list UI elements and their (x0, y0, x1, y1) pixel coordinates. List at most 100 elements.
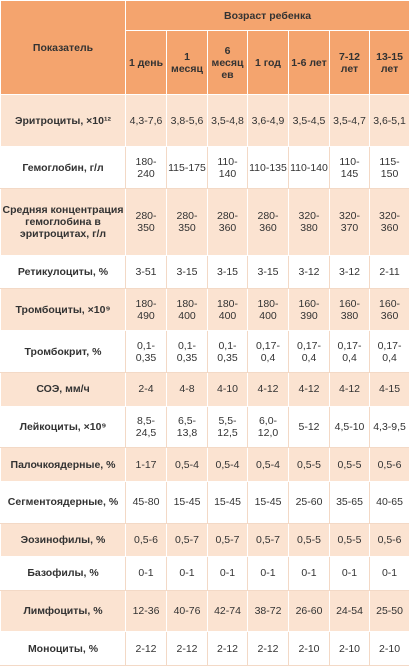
row-label: Тромбокрит, % (0, 330, 126, 374)
table-body: Эритроциты, ×10¹² 4,3-7,6 3,8-5,6 3,5-4,8 3,… (0, 93, 409, 666)
value-cell: 115-150 (368, 146, 409, 190)
value-cell: 0-1 (247, 556, 289, 591)
value-cell: 0,5-5 (329, 447, 370, 482)
value-cell: 2-10 (288, 631, 330, 666)
value-cell: 0,1-0,35 (166, 330, 208, 374)
row-label: Эозинофилы, % (0, 522, 126, 558)
value-cell: 0,5-4 (207, 447, 248, 482)
table-row: Сегментоядерные, % 45-80 15-45 15-45 15-45 25… (0, 480, 409, 524)
age-header-1-year: 1 год (247, 30, 289, 95)
table-row: СОЭ, мм/ч 2-4 4-8 4-10 4-12 4-12 4-12 4-15 (0, 372, 409, 407)
age-header-1-6-years: 1-6 лет (288, 30, 330, 95)
value-cell: 0,5-6 (368, 522, 409, 558)
value-cell: 160-380 (329, 288, 370, 332)
value-cell: 110-145 (329, 146, 370, 190)
value-cell: 15-45 (166, 480, 208, 524)
value-cell: 0,17-0,4 (247, 330, 289, 374)
value-cell: 3,5-4,7 (329, 93, 370, 148)
age-header-13-15-years: 13-15 лет (368, 30, 409, 95)
value-cell: 15-45 (247, 480, 289, 524)
value-cell: 3-51 (125, 255, 167, 290)
value-cell: 0,17-0,4 (329, 330, 370, 374)
value-cell: 15-45 (207, 480, 248, 524)
value-cell: 180-400 (247, 288, 289, 332)
value-cell: 0-1 (125, 556, 167, 591)
value-cell: 0,5-6 (368, 447, 409, 482)
value-cell: 0,1-0,35 (125, 330, 167, 374)
value-cell: 45-80 (125, 480, 167, 524)
value-cell: 160-360 (368, 288, 409, 332)
value-cell: 0,1-0,35 (207, 330, 248, 374)
value-cell: 0-1 (166, 556, 208, 591)
value-cell: 1-17 (125, 447, 167, 482)
value-cell: 6,5-13,8 (166, 405, 208, 449)
header-row-group: Показатель Возраст ребенка (0, 0, 409, 95)
age-group-header: Возраст ребенка (124, 0, 409, 31)
row-label: Базофилы, % (0, 556, 126, 591)
table-row: Лимфоциты, % 12-36 40-76 42-74 38-72 26-60 24-… (0, 589, 409, 633)
value-cell: 3-12 (288, 255, 330, 290)
value-cell: 3,5-4,8 (207, 93, 248, 148)
value-cell: 35-65 (329, 480, 370, 524)
value-cell: 110-135 (247, 146, 289, 190)
table-row: Палочкоядерные, % 1-17 0,5-4 0,5-4 0,5-4 0,5-… (0, 447, 409, 482)
value-cell: 320-360 (368, 188, 409, 257)
value-cell: 0-1 (207, 556, 248, 591)
value-cell: 24-54 (329, 589, 370, 633)
value-cell: 3,6-4,9 (247, 93, 289, 148)
value-cell: 4-12 (247, 372, 289, 407)
value-cell: 280-360 (207, 188, 248, 257)
value-cell: 4,5-10 (329, 405, 370, 449)
age-header-7-12-years: 7-12 лет (329, 30, 370, 95)
table-row: Моноциты, % 2-12 2-12 2-12 2-12 2-10 2-10 2-10 (0, 631, 409, 666)
value-cell: 280-360 (247, 188, 289, 257)
value-cell: 180-490 (125, 288, 167, 332)
value-cell: 2-10 (329, 631, 370, 666)
value-cell: 110-140 (207, 146, 248, 190)
value-cell: 3,8-5,6 (166, 93, 208, 148)
table-row: Базофилы, % 0-1 0-1 0-1 0-1 0-1 0-1 0-1 (0, 556, 409, 591)
value-cell: 280-350 (125, 188, 167, 257)
value-cell: 0,5-7 (166, 522, 208, 558)
value-cell: 3,5-4,5 (288, 93, 330, 148)
value-cell: 38-72 (247, 589, 289, 633)
value-cell: 40-76 (166, 589, 208, 633)
value-cell: 0,5-5 (329, 522, 370, 558)
value-cell: 2-10 (368, 631, 409, 666)
value-cell: 0,5-4 (247, 447, 289, 482)
table-row: Средняя концентрация гемоглобина в эритр… (0, 188, 409, 257)
value-cell: 0,5-6 (125, 522, 167, 558)
row-label: Средняя концентрация гемоглобина в эритр… (0, 188, 126, 257)
value-cell: 4-15 (368, 372, 409, 407)
row-label: Лимфоциты, % (0, 589, 126, 633)
value-cell: 4-8 (166, 372, 208, 407)
row-label: Лейкоциты, ×10⁹ (0, 405, 126, 449)
row-label: Палочкоядерные, % (0, 447, 126, 482)
value-cell: 26-60 (288, 589, 330, 633)
value-cell: 4,3-7,6 (125, 93, 167, 148)
value-cell: 4-12 (329, 372, 370, 407)
row-label: Тромбоциты, ×10⁹ (0, 288, 126, 332)
value-cell: 0,5-4 (166, 447, 208, 482)
value-cell: 110-140 (288, 146, 330, 190)
table-row: Гемоглобин, г/л 180-240 115-175 110-140 110-… (0, 146, 409, 190)
age-header-1-day: 1 день (125, 30, 167, 95)
value-cell: 3-15 (166, 255, 208, 290)
row-label: СОЭ, мм/ч (0, 372, 126, 407)
table-row: Тромбокрит, % 0,1-0,35 0,1-0,35 0,1-0,35 0,1… (0, 330, 409, 374)
value-cell: 5-12 (288, 405, 330, 449)
value-cell: 0,17-0,4 (368, 330, 409, 374)
value-cell: 0,5-5 (288, 522, 330, 558)
value-cell: 0,17-0,4 (288, 330, 330, 374)
value-cell: 3-15 (247, 255, 289, 290)
value-cell: 25-60 (288, 480, 330, 524)
value-cell: 40-65 (368, 480, 409, 524)
value-cell: 12-36 (125, 589, 167, 633)
age-header-6-months: 6 месяц ев (207, 30, 248, 95)
value-cell: 25-50 (368, 589, 409, 633)
table-row: Эритроциты, ×10¹² 4,3-7,6 3,8-5,6 3,5-4,8 3,… (0, 93, 409, 148)
value-cell: 0,5-7 (247, 522, 289, 558)
value-cell: 4,3-9,5 (368, 405, 409, 449)
value-cell: 42-74 (207, 589, 248, 633)
table-row: Лейкоциты, ×10⁹ 8,5-24,5 6,5-13,8 5,5-12,5 6… (0, 405, 409, 449)
